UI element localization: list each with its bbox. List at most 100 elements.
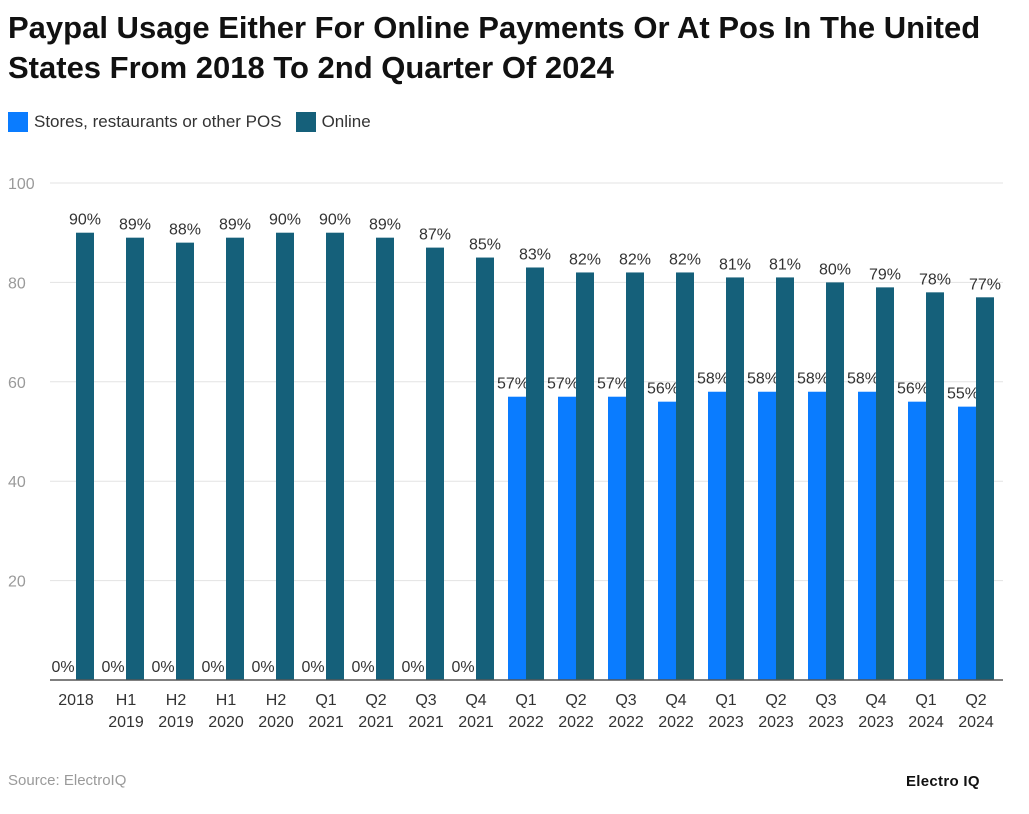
x-tick-label: 2022 bbox=[608, 714, 644, 731]
x-tick-label: Q1 bbox=[715, 692, 736, 709]
data-label-pos: 55% bbox=[947, 386, 979, 403]
data-label-online: 77% bbox=[969, 276, 1001, 293]
data-label-pos: 57% bbox=[597, 376, 629, 393]
x-tick-label: 2024 bbox=[908, 714, 944, 731]
bar-online bbox=[776, 277, 794, 680]
data-label-online: 82% bbox=[569, 251, 601, 268]
x-tick-label: 2023 bbox=[858, 714, 894, 731]
x-tick-label: 2023 bbox=[708, 714, 744, 731]
x-tick-label: Q3 bbox=[815, 692, 836, 709]
x-tick-label: 2020 bbox=[208, 714, 244, 731]
y-tick-label: 60 bbox=[8, 375, 26, 392]
bar-online bbox=[526, 267, 544, 680]
bar-pos bbox=[858, 391, 876, 680]
bar-online bbox=[626, 272, 644, 680]
legend-label-online: Online bbox=[321, 112, 371, 131]
data-label-online: 81% bbox=[719, 256, 751, 273]
x-tick-label: Q1 bbox=[315, 692, 336, 709]
x-tick-label: Q3 bbox=[615, 692, 636, 709]
data-label-online: 83% bbox=[519, 246, 551, 263]
x-tick-label: 2021 bbox=[308, 714, 344, 731]
x-tick-label: Q1 bbox=[915, 692, 936, 709]
x-tick-label: 2018 bbox=[58, 692, 94, 709]
data-label-pos: 58% bbox=[847, 371, 879, 388]
legend: Stores, restaurants or other POS Online bbox=[8, 112, 385, 132]
x-tick-label: 2022 bbox=[558, 714, 594, 731]
x-tick-label: Q2 bbox=[565, 692, 586, 709]
y-tick-label: 100 bbox=[8, 176, 35, 193]
data-label-online: 90% bbox=[69, 212, 101, 229]
bar-online bbox=[76, 232, 94, 680]
data-label-pos: 56% bbox=[647, 381, 679, 398]
data-label-pos: 57% bbox=[497, 376, 529, 393]
bar-online bbox=[676, 272, 694, 680]
data-label-online: 82% bbox=[619, 251, 651, 268]
data-label-pos: 0% bbox=[101, 659, 124, 676]
data-label-pos: 0% bbox=[451, 659, 474, 676]
x-tick-label: Q4 bbox=[865, 692, 886, 709]
data-label-online: 81% bbox=[769, 256, 801, 273]
bar-pos bbox=[608, 396, 626, 680]
y-tick-label: 20 bbox=[8, 574, 26, 591]
bar-pos bbox=[908, 401, 926, 680]
bar-chart: 20 40 60 80 100 0% 90% 2018 0% 89% H1 2019 0% 88% H2 20… bbox=[8, 176, 1003, 731]
x-tick-label: H1 bbox=[116, 692, 137, 709]
bar-online bbox=[576, 272, 594, 680]
data-label-pos: 0% bbox=[151, 659, 174, 676]
data-label-pos: 0% bbox=[301, 659, 324, 676]
data-label-online: 82% bbox=[669, 251, 701, 268]
legend-item-online: Online bbox=[295, 112, 371, 132]
data-label-online: 89% bbox=[219, 217, 251, 234]
x-tick-label: H1 bbox=[216, 692, 237, 709]
bar-online bbox=[176, 242, 194, 680]
x-tick-label: 2021 bbox=[458, 714, 494, 731]
data-label-pos: 58% bbox=[697, 371, 729, 388]
data-label-pos: 0% bbox=[351, 659, 374, 676]
x-tick-label: 2021 bbox=[358, 714, 394, 731]
x-tick-label: 2019 bbox=[108, 714, 144, 731]
bar-online bbox=[226, 237, 244, 681]
x-tick-label: 2022 bbox=[658, 714, 694, 731]
data-label-online: 78% bbox=[919, 271, 951, 288]
x-tick-label: H2 bbox=[266, 692, 287, 709]
bar-online bbox=[726, 277, 744, 680]
data-label-pos: 57% bbox=[547, 376, 579, 393]
chart-title: Paypal Usage Either For Online Payments … bbox=[8, 10, 981, 85]
y-tick-label: 80 bbox=[8, 275, 26, 292]
bar-pos bbox=[508, 396, 526, 680]
y-tick-label: 40 bbox=[8, 474, 26, 491]
data-label-pos: 58% bbox=[797, 371, 829, 388]
x-tick-label: 2023 bbox=[758, 714, 794, 731]
data-label-pos: 0% bbox=[201, 659, 224, 676]
bar-online bbox=[826, 282, 844, 680]
x-tick-label: 2023 bbox=[808, 714, 844, 731]
data-label-online: 89% bbox=[369, 217, 401, 234]
bar-pos bbox=[758, 391, 776, 680]
x-tick-label: 2021 bbox=[408, 714, 444, 731]
x-tick-label: 2020 bbox=[258, 714, 294, 731]
bar-pos bbox=[708, 391, 726, 680]
data-label-online: 89% bbox=[119, 217, 151, 234]
x-tick-label: Q4 bbox=[465, 692, 486, 709]
data-label-online: 87% bbox=[419, 227, 451, 244]
bar-pos bbox=[658, 401, 676, 680]
x-tick-label: Q3 bbox=[415, 692, 436, 709]
bar-online bbox=[276, 232, 294, 680]
bar-pos bbox=[558, 396, 576, 680]
x-tick-label: 2019 bbox=[158, 714, 194, 731]
x-tick-label: Q4 bbox=[665, 692, 686, 709]
data-label-online: 79% bbox=[869, 266, 901, 283]
x-tick-label: 2024 bbox=[958, 714, 994, 731]
x-tick-label: 2022 bbox=[508, 714, 544, 731]
x-tick-label: Q2 bbox=[365, 692, 386, 709]
bar-online bbox=[476, 257, 494, 680]
x-tick-label: Q2 bbox=[765, 692, 786, 709]
x-tick-label: H2 bbox=[166, 692, 187, 709]
bar-online bbox=[426, 247, 444, 681]
x-tick-label: Q1 bbox=[515, 692, 536, 709]
bar-online bbox=[376, 237, 394, 681]
data-label-pos: 0% bbox=[401, 659, 424, 676]
bar-online bbox=[926, 292, 944, 680]
bar-online bbox=[976, 297, 994, 680]
source-note: Source: ElectroIQ bbox=[8, 772, 127, 789]
